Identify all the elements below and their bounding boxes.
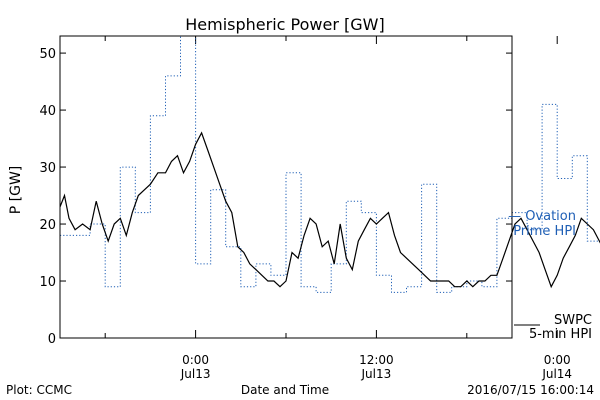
y-tick-label: 20 bbox=[39, 218, 56, 233]
x-tick-date-label: Jul13 bbox=[361, 367, 392, 381]
x-tick-date-label: Jul14 bbox=[541, 367, 572, 381]
x-ticks: 0:00Jul1312:00Jul130:00Jul1412:00Jul140:… bbox=[104, 36, 572, 381]
ovation-line bbox=[60, 35, 600, 293]
y-tick-label: 40 bbox=[39, 104, 56, 119]
ovation-legend: — Ovation Prime HPI bbox=[508, 209, 576, 239]
swpc-legend: SWPC 5-min HPI bbox=[514, 313, 592, 342]
plot-timestamp: 2016/07/15 16:00:14 bbox=[467, 383, 594, 397]
y-tick-label: 10 bbox=[39, 275, 56, 290]
y-tick-label: 0 bbox=[48, 332, 56, 347]
x-tick-time-label: 12:00 bbox=[359, 353, 394, 367]
ovation-legend-label-1: — Ovation bbox=[508, 209, 576, 224]
x-tick-time-label: 0:00 bbox=[544, 353, 571, 367]
ovation-series bbox=[60, 35, 600, 293]
y-tick-label: 50 bbox=[39, 47, 56, 62]
swpc-legend-label-2: 5-min HPI bbox=[529, 327, 592, 342]
y-ticks: 0 10 20 30 40 50 bbox=[39, 47, 512, 347]
x-tick-date-label: Jul13 bbox=[180, 367, 211, 381]
ovation-legend-label-2: Prime HPI bbox=[513, 224, 576, 239]
y-tick-label: 30 bbox=[39, 161, 56, 176]
swpc-legend-label-1: SWPC bbox=[554, 313, 592, 328]
swpc-line bbox=[59, 131, 600, 289]
x-tick-time-label: 0:00 bbox=[182, 353, 209, 367]
swpc-series bbox=[59, 131, 600, 289]
plot-frame bbox=[59, 35, 513, 339]
y-axis-label: P [GW] bbox=[8, 166, 24, 215]
plot-credit: Plot: CCMC bbox=[6, 383, 72, 397]
chart-title: Hemispheric Power [GW] bbox=[185, 15, 384, 34]
x-axis-label: Date and Time bbox=[241, 383, 329, 397]
